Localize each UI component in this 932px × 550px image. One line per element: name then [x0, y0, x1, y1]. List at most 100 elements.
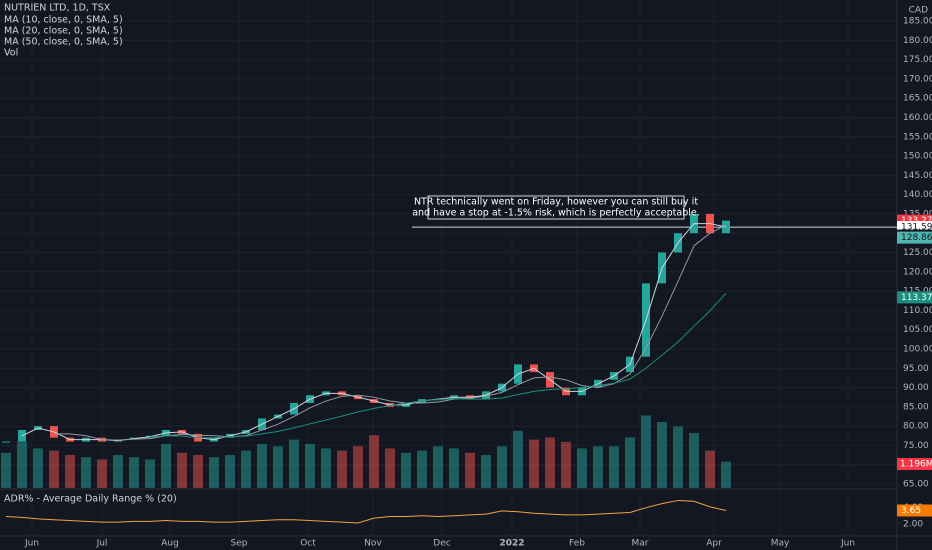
volume-bar	[497, 446, 507, 488]
annotation-line: NTR technically went on Friday, however …	[414, 197, 698, 208]
volume-bar	[81, 457, 91, 488]
volume-bar	[513, 430, 523, 488]
volume-bar	[625, 437, 635, 488]
volume-bar	[641, 415, 651, 488]
indicator-label: Vol	[4, 48, 18, 59]
volume-bar	[705, 450, 715, 488]
indicator-label: MA (50, close, 0, SMA, 5)	[4, 37, 123, 48]
moving-average	[21, 223, 727, 442]
price-tick-label: 65.00	[903, 480, 929, 490]
adr-tick-label: 2.00	[903, 519, 923, 529]
volume-bar	[369, 435, 379, 488]
plot	[1, 213, 897, 524]
symbol-title: NUTRIEN LTD, 1D, TSX	[4, 3, 111, 14]
volume-bar	[273, 446, 283, 488]
time-tick-label: Nov	[364, 539, 382, 549]
volume-bar	[257, 444, 267, 488]
volume-bar	[209, 457, 219, 488]
time-tick-label: Jul	[96, 539, 108, 549]
time-tick-label: Oct	[300, 539, 316, 549]
indicator-label: MA (20, close, 0, SMA, 5)	[4, 26, 123, 37]
price-tick-label: 120.00	[903, 267, 932, 277]
adr-label-box	[897, 504, 932, 517]
price-label: 113.37	[901, 293, 932, 303]
price-tick-label: 100.00	[903, 344, 932, 354]
volume-bar	[1, 452, 11, 488]
price-label-box	[897, 231, 932, 244]
annotation-box	[427, 195, 685, 220]
volume-bar	[545, 437, 555, 488]
price-tick-label: 160.00	[903, 113, 932, 123]
price-tick-label: 170.00	[903, 74, 932, 84]
volume-bar	[305, 444, 315, 488]
price-tick-label: 185.00	[903, 17, 932, 27]
price-tick-label: 105.00	[903, 325, 932, 335]
time-tick-label: Feb	[569, 539, 585, 549]
volume-bar	[689, 433, 699, 488]
volume-label-box	[897, 458, 932, 470]
time-tick-label: Sep	[231, 539, 248, 549]
volume-bar	[49, 450, 59, 488]
volume-bar	[129, 457, 139, 488]
volume-bar	[65, 455, 75, 488]
indicator-label: MA (10, close, 0, SMA, 5)	[4, 15, 123, 26]
volume-bar	[193, 455, 203, 488]
volume-bar	[529, 439, 539, 488]
price-tick-label: 80.00	[903, 422, 929, 432]
price-label-box	[897, 291, 932, 304]
candle	[2, 441, 10, 443]
volume-bar	[721, 461, 731, 488]
volume-bar	[145, 459, 155, 488]
time-tick-label: Mar	[632, 539, 649, 549]
volume-bar	[225, 455, 235, 488]
volume-bar	[673, 426, 683, 488]
price-tick-label: 90.00	[903, 383, 929, 393]
time-tick-label: May	[771, 539, 790, 549]
volume-bar	[417, 450, 427, 488]
volume-bar	[97, 459, 107, 488]
volume-bar	[241, 450, 251, 488]
volume-bar	[353, 446, 363, 488]
moving-average	[149, 292, 727, 439]
volume-bar	[177, 452, 187, 488]
price-tick-label: 135.00	[903, 209, 932, 219]
time-tick-label: Apr	[706, 539, 722, 549]
time-tick-label: Jun	[24, 539, 39, 549]
adr-title: ADR% - Average Daily Range % (20)	[4, 494, 177, 505]
volume-bar	[17, 441, 27, 488]
volume-bar	[577, 448, 587, 488]
annotation-line: and have a stop at -1.5% risk, which is …	[412, 208, 700, 219]
volume-bar	[401, 452, 411, 488]
volume-bar	[161, 444, 171, 488]
price-tick-label: 85.00	[903, 402, 929, 412]
volume-bar	[609, 446, 619, 488]
price-label: 131.59	[901, 223, 932, 233]
volume-label: 1.196M	[900, 460, 932, 470]
price-tick-label: 75.00	[903, 441, 929, 451]
price-tick-label: 145.00	[903, 171, 932, 181]
volume-bar	[657, 422, 667, 488]
time-tick-label: Dec	[433, 539, 450, 549]
time-tick-label: Jun	[840, 539, 855, 549]
price-tick-label: 180.00	[903, 36, 932, 46]
currency: CAD	[909, 6, 928, 16]
volume-bar	[289, 439, 299, 488]
price-tick-label: 110.00	[903, 306, 932, 316]
adr-label: 3.65	[901, 506, 921, 516]
time-tick-label: Aug	[161, 539, 179, 549]
volume-bar	[593, 446, 603, 488]
volume-bar	[321, 448, 331, 488]
adr-line	[5, 499, 727, 524]
price-tick-label: 175.00	[903, 55, 932, 65]
volume-bar	[561, 441, 571, 488]
volume-bar	[465, 452, 475, 488]
price-tick-label: 95.00	[903, 364, 929, 374]
price-label: 128.86	[901, 233, 932, 243]
time-tick-label: 2022	[499, 539, 524, 549]
price-tick-label: 165.00	[903, 94, 932, 104]
volume-bar	[113, 455, 123, 488]
volume-bar	[481, 455, 491, 488]
price-tick-label: 140.00	[903, 190, 932, 200]
volume-bar	[449, 448, 459, 488]
